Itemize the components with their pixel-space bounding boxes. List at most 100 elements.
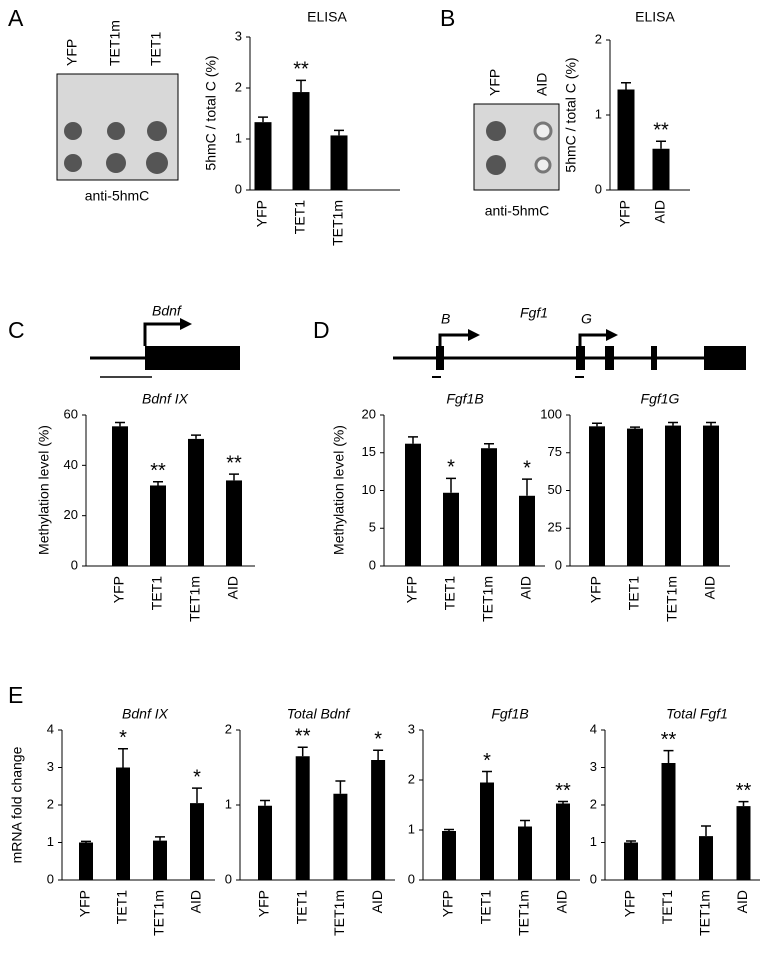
chart-title: ELISA bbox=[635, 9, 675, 25]
significance: * bbox=[447, 457, 455, 479]
exons bbox=[436, 329, 746, 370]
y-tick-label: 1 bbox=[408, 821, 415, 836]
error-bar bbox=[334, 129, 344, 136]
error-bar bbox=[482, 770, 492, 783]
bar bbox=[188, 438, 204, 566]
y-tick-label: 25 bbox=[548, 520, 562, 535]
x-tick-label: TET1 bbox=[292, 200, 308, 234]
bar bbox=[703, 425, 719, 566]
chart-title: Fgf1G bbox=[641, 391, 680, 407]
bar bbox=[652, 148, 670, 190]
error-bar bbox=[558, 800, 568, 804]
bar bbox=[258, 805, 272, 880]
bar bbox=[330, 135, 348, 190]
x-tick-label: YFP bbox=[404, 576, 420, 603]
error-bar bbox=[335, 780, 346, 794]
y-tick-label: 1 bbox=[47, 834, 54, 849]
y-tick-label: 0 bbox=[595, 181, 602, 196]
x-tick-label: AID bbox=[652, 200, 668, 223]
error-bar bbox=[153, 480, 163, 486]
x-tick-label: TET1m bbox=[331, 890, 347, 936]
x-tick-label: YFP bbox=[617, 200, 633, 227]
significance: * bbox=[523, 457, 531, 479]
significance: * bbox=[374, 729, 382, 751]
y-tick-label: 2 bbox=[225, 721, 232, 736]
y-axis-label: Methylation level (%) bbox=[36, 425, 52, 555]
panel-label: B bbox=[440, 5, 455, 31]
bar bbox=[226, 480, 242, 566]
y-tick-label: 2 bbox=[595, 31, 602, 46]
y-tick-label: 0 bbox=[555, 557, 562, 572]
y-tick-label: 3 bbox=[47, 759, 54, 774]
bar bbox=[624, 842, 638, 880]
error-bar bbox=[592, 422, 602, 427]
y-tick-label: 4 bbox=[47, 721, 54, 736]
error-bar bbox=[520, 819, 530, 827]
error-bar bbox=[626, 840, 636, 843]
x-tick-label: TET1 bbox=[293, 890, 309, 924]
significance: * bbox=[483, 750, 491, 772]
y-tick-label: 75 bbox=[548, 444, 562, 459]
y-tick-label: 0 bbox=[408, 871, 415, 886]
y-tick-label: 100 bbox=[540, 406, 562, 421]
chart-title: ELISA bbox=[307, 9, 347, 25]
x-tick-label: TET1m bbox=[151, 890, 167, 936]
bar bbox=[190, 803, 204, 880]
significance: ** bbox=[295, 726, 311, 748]
y-tick-label: 4 bbox=[590, 721, 597, 736]
error-bar bbox=[484, 442, 494, 449]
y-tick-label: 0 bbox=[47, 871, 54, 886]
x-tick-label: YFP bbox=[622, 890, 638, 917]
significance: ** bbox=[293, 59, 309, 81]
error-bar bbox=[296, 79, 306, 93]
bar bbox=[443, 492, 459, 566]
bar bbox=[481, 448, 497, 566]
y-axis-label: Methylation level (%) bbox=[331, 425, 347, 555]
y-tick-label: 5 bbox=[369, 520, 376, 535]
significance: * bbox=[193, 766, 201, 788]
bar bbox=[519, 495, 535, 566]
y-tick-label: 0 bbox=[590, 871, 597, 886]
y-tick-label: 2 bbox=[235, 79, 242, 94]
x-tick-label: YFP bbox=[254, 200, 270, 227]
y-axis-label: 5hmC / total C (%) bbox=[563, 57, 579, 172]
error-bar bbox=[701, 825, 711, 837]
x-tick-label: YFP bbox=[77, 890, 93, 917]
x-tick-label: YFP bbox=[440, 890, 456, 917]
bar bbox=[153, 840, 167, 880]
error-bar bbox=[630, 426, 640, 429]
lane-label: YFP bbox=[487, 69, 503, 96]
x-tick-label: AID bbox=[734, 890, 750, 913]
blot-label: anti-5hmC bbox=[85, 188, 150, 204]
error-bar bbox=[118, 748, 128, 768]
error-bar bbox=[738, 800, 749, 807]
bar bbox=[699, 836, 713, 880]
y-tick-label: 15 bbox=[362, 444, 376, 459]
panel-label: D bbox=[313, 317, 330, 343]
error-bar bbox=[258, 116, 268, 123]
panel-label: A bbox=[8, 5, 24, 31]
promoter-label: B bbox=[441, 311, 450, 327]
error-bar bbox=[115, 421, 125, 427]
gene-name: Fgf1 bbox=[520, 305, 548, 321]
bar bbox=[112, 426, 128, 566]
x-tick-label: TET1 bbox=[659, 890, 675, 924]
y-tick-label: 0 bbox=[235, 181, 242, 196]
y-tick-label: 50 bbox=[548, 482, 562, 497]
significance: ** bbox=[736, 780, 752, 802]
x-tick-label: YFP bbox=[256, 890, 272, 917]
y-tick-label: 0 bbox=[225, 871, 232, 886]
gene-name: Bdnf bbox=[152, 303, 183, 319]
bar bbox=[736, 806, 751, 880]
x-tick-label: TET1m bbox=[187, 576, 203, 622]
error-bar bbox=[408, 436, 418, 444]
y-tick-label: 20 bbox=[64, 507, 78, 522]
y-tick-label: 60 bbox=[64, 406, 78, 421]
error-bar bbox=[663, 749, 674, 763]
x-tick-label: TET1 bbox=[114, 890, 130, 924]
x-tick-label: AID bbox=[369, 890, 385, 913]
bar bbox=[116, 767, 130, 880]
x-tick-label: AID bbox=[518, 576, 534, 599]
bar bbox=[661, 763, 676, 880]
y-tick-label: 2 bbox=[47, 796, 54, 811]
